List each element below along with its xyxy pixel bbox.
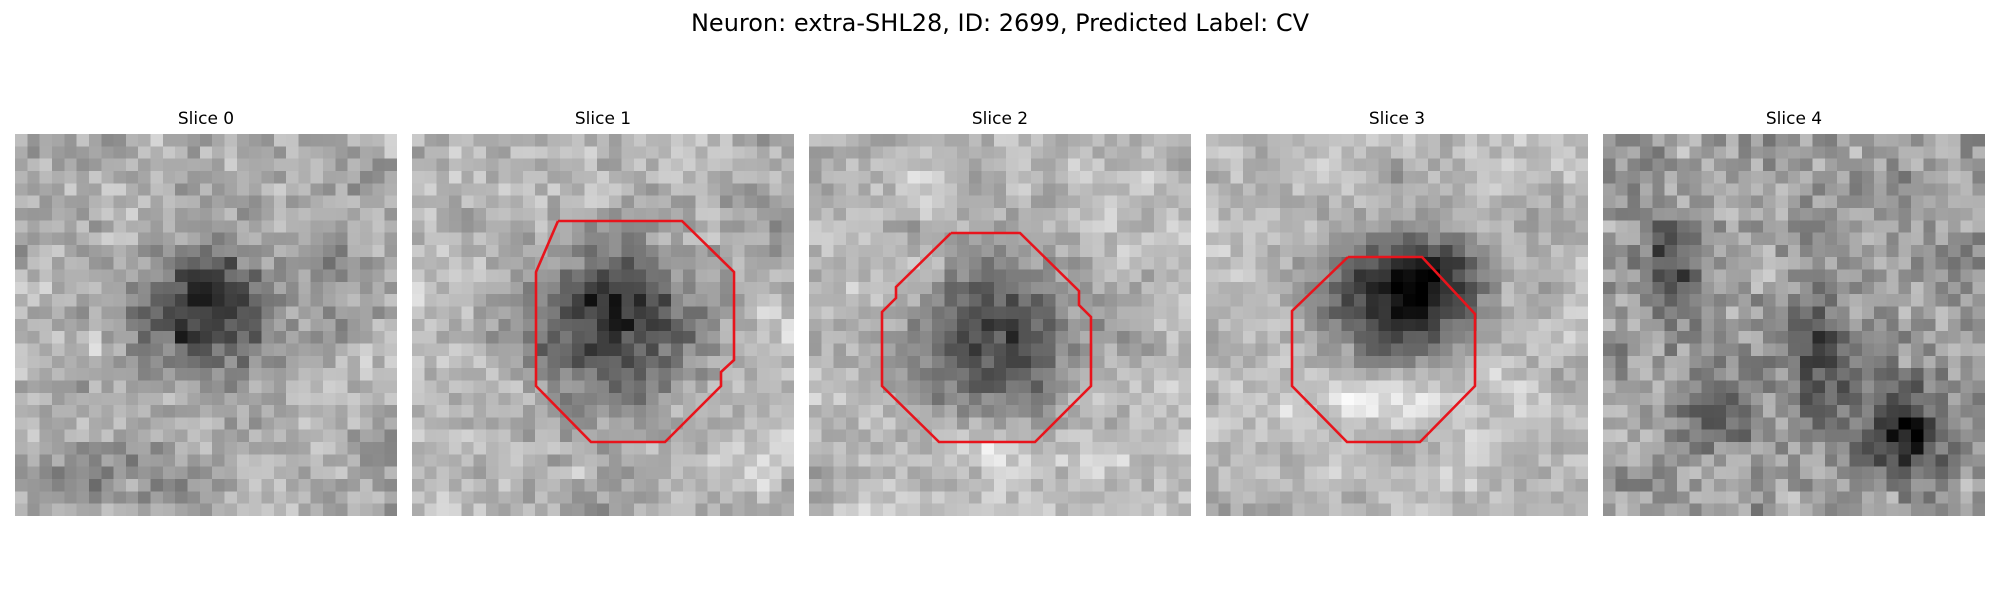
slice-1-contour <box>534 219 736 444</box>
slice-3-contour <box>1290 255 1477 444</box>
slice-4-pixels <box>1603 134 1985 516</box>
figure-title: Neuron: extra-SHL28, ID: 2699, Predicted… <box>690 9 1310 37</box>
slice-1-title: Slice 1 <box>574 109 632 129</box>
slice-1-pixels <box>412 134 794 516</box>
slice-4-image <box>1603 134 1985 516</box>
slice-3-overlay <box>1290 255 1477 444</box>
slice-3-image <box>1206 134 1588 516</box>
slice-2-image <box>809 134 1191 516</box>
slice-0-pixels <box>15 134 397 516</box>
slice-3-pixels <box>1206 134 1588 516</box>
slice-2-overlay <box>880 231 1093 444</box>
slice-2-contour <box>880 231 1093 444</box>
slice-0-image <box>15 134 397 516</box>
slice-3-title: Slice 3 <box>1368 109 1426 129</box>
slice-1-overlay <box>534 219 736 444</box>
slice-2-pixels <box>809 134 1191 516</box>
slice-4-title: Slice 4 <box>1765 109 1823 129</box>
slice-0-title: Slice 0 <box>177 109 235 129</box>
slice-2-title: Slice 2 <box>971 109 1029 129</box>
slice-1-image <box>412 134 794 516</box>
